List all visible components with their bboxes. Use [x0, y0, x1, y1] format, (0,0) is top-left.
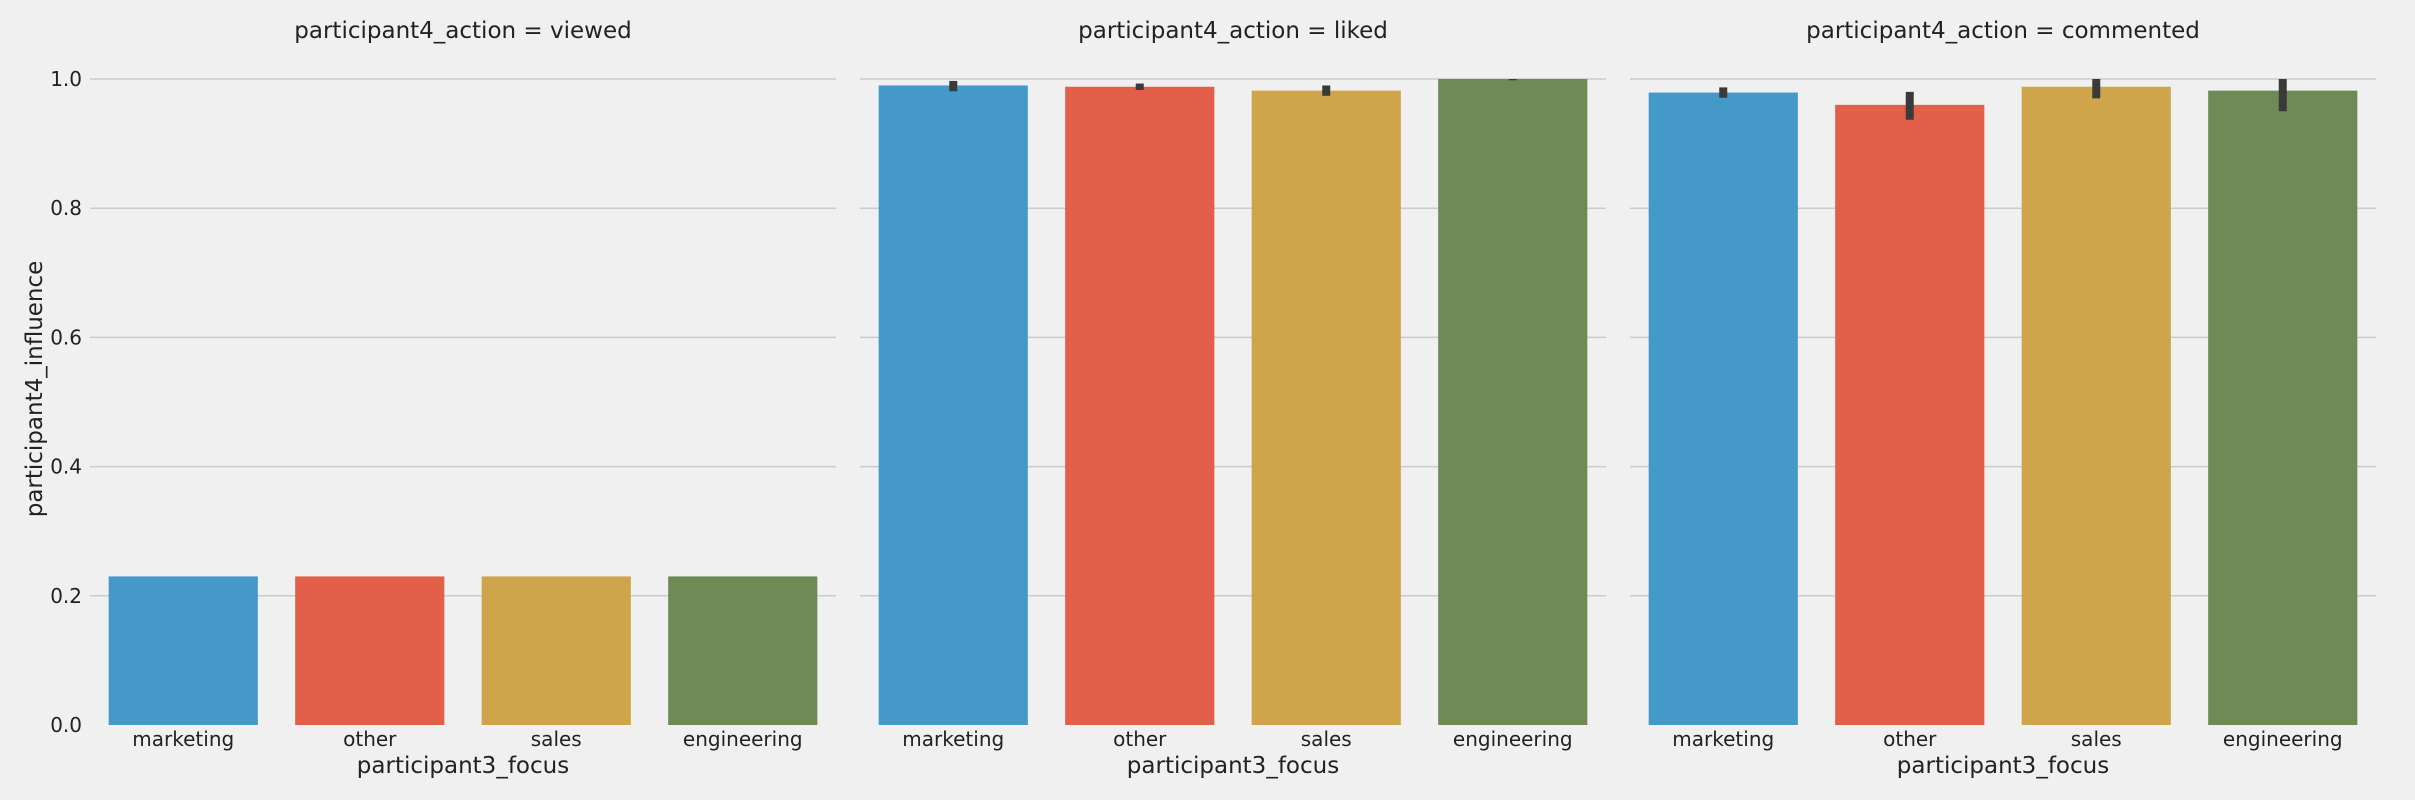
bar-other — [295, 576, 445, 725]
x-tick-label: marketing — [1672, 727, 1774, 751]
x-axis-label: participant3_focus — [1127, 753, 1339, 779]
bar-sales — [2021, 86, 2171, 725]
y-tick-label: 0.6 — [50, 325, 82, 349]
x-tick-label: sales — [1301, 727, 1352, 751]
y-axis-label-group: participant4_influence — [22, 261, 48, 518]
facet-title: participant4_action = viewed — [294, 18, 631, 44]
y-tick-label: 0.4 — [50, 455, 82, 479]
x-tick-label: sales — [2071, 727, 2122, 751]
x-tick-label: marketing — [132, 727, 234, 751]
facet-panel-2: participant4_action = liked marketing othe… — [860, 18, 1606, 779]
bar-marketing — [1648, 92, 1798, 726]
facet-panel-3: participant4_action = commented marketing… — [1630, 18, 2376, 779]
x-tick-label: sales — [531, 727, 582, 751]
y-tick-label: 0.2 — [50, 584, 82, 608]
facets: participant4_action = viewed 0.0 0.2 0.4 0.6… — [50, 18, 2376, 779]
x-tick-label: marketing — [902, 727, 1004, 751]
x-tick-label: engineering — [1453, 727, 1573, 751]
y-tick-label: 0.8 — [50, 196, 82, 220]
y-tick-label: 1.0 — [50, 67, 82, 91]
y-axis-label: participant4_influence — [22, 261, 48, 518]
x-tick-label: other — [1113, 727, 1167, 751]
x-axis-label: participant3_focus — [1897, 753, 2109, 779]
x-tick-label: engineering — [2223, 727, 2343, 751]
bar-engineering — [1438, 79, 1588, 725]
bar-other — [1835, 104, 1985, 726]
x-axis-label: participant3_focus — [357, 753, 569, 779]
facet-title: participant4_action = liked — [1078, 18, 1388, 44]
bar-engineering — [668, 576, 818, 725]
x-tick-label: other — [1883, 727, 1937, 751]
facet-panel-1: participant4_action = viewed 0.0 0.2 0.4 0.6… — [50, 18, 836, 779]
bar-marketing — [878, 85, 1028, 725]
x-tick-label: other — [343, 727, 397, 751]
bar-sales — [481, 576, 631, 725]
bar-sales — [1251, 90, 1401, 726]
x-tick-label: engineering — [683, 727, 803, 751]
facet-title: participant4_action = commented — [1806, 18, 2200, 44]
bar-marketing — [108, 576, 258, 725]
bar-engineering — [2208, 90, 2358, 726]
y-tick-label: 0.0 — [50, 713, 82, 737]
bar-other — [1065, 86, 1215, 725]
